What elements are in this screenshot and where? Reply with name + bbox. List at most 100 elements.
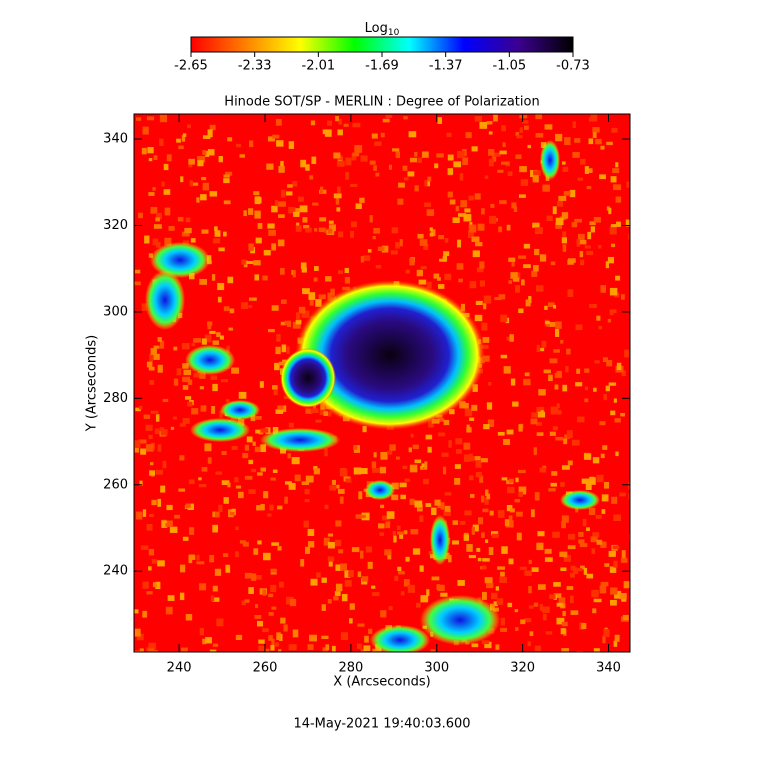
- texture: [278, 649, 282, 652]
- texture: [558, 195, 567, 201]
- texture: [187, 379, 193, 385]
- texture: [252, 441, 256, 446]
- texture: [296, 222, 300, 227]
- texture: [437, 584, 445, 592]
- texture: [188, 479, 195, 485]
- texture: [518, 491, 523, 497]
- texture: [610, 587, 618, 595]
- texture: [397, 198, 404, 205]
- texture: [267, 223, 275, 229]
- texture: [216, 332, 221, 338]
- texture: [421, 151, 429, 158]
- texture: [361, 576, 369, 582]
- texture: [389, 444, 396, 451]
- texture: [524, 372, 530, 377]
- texture: [562, 244, 567, 252]
- texture: [159, 340, 165, 349]
- texture: [231, 367, 240, 374]
- texture: [151, 559, 157, 564]
- texture: [613, 184, 622, 191]
- texture: [260, 444, 267, 453]
- texture: [579, 251, 584, 258]
- texture: [482, 558, 490, 562]
- texture: [471, 236, 480, 243]
- texture: [530, 418, 538, 425]
- texture: [276, 334, 281, 342]
- texture: [337, 270, 344, 274]
- texture: [338, 118, 342, 125]
- texture: [426, 281, 432, 289]
- texture: [307, 528, 315, 536]
- texture: [399, 482, 407, 488]
- texture: [327, 541, 335, 549]
- texture: [493, 601, 498, 607]
- texture: [239, 154, 245, 158]
- texture: [561, 237, 567, 244]
- texture: [311, 156, 317, 165]
- texture: [539, 254, 547, 262]
- texture: [488, 131, 493, 135]
- texture: [560, 603, 566, 609]
- texture: [255, 429, 260, 434]
- texture: [141, 303, 147, 311]
- texture: [516, 532, 522, 541]
- texture: [606, 359, 613, 367]
- texture: [515, 477, 519, 483]
- texture: [146, 591, 153, 595]
- y-tick-label: 240: [103, 564, 128, 579]
- texture: [481, 640, 489, 645]
- texture: [453, 161, 462, 168]
- texture: [271, 205, 278, 213]
- texture: [278, 201, 286, 207]
- texture: [590, 114, 598, 122]
- texture: [412, 444, 419, 450]
- texture: [437, 432, 446, 437]
- texture: [136, 117, 142, 121]
- texture: [524, 570, 532, 576]
- texture: [199, 278, 208, 285]
- texture: [513, 206, 518, 213]
- texture: [299, 205, 308, 213]
- texture: [429, 554, 435, 559]
- texture: [610, 410, 616, 416]
- texture: [180, 647, 188, 652]
- texture: [315, 419, 322, 423]
- texture: [548, 488, 556, 492]
- texture: [273, 389, 278, 396]
- texture: [487, 419, 495, 427]
- texture: [477, 557, 482, 562]
- texture: [562, 161, 566, 165]
- texture: [600, 145, 605, 150]
- texture: [463, 214, 472, 222]
- texture: [262, 628, 269, 633]
- texture: [556, 403, 560, 409]
- texture: [380, 451, 388, 460]
- texture: [588, 138, 594, 145]
- texture: [600, 453, 605, 459]
- texture: [272, 469, 278, 473]
- texture: [499, 577, 507, 583]
- texture: [545, 631, 553, 635]
- colorbar-tick-label: -2.01: [302, 59, 336, 74]
- texture: [362, 425, 367, 433]
- texture: [176, 138, 181, 143]
- texture: [379, 466, 387, 474]
- texture: [211, 274, 216, 281]
- texture: [455, 449, 462, 454]
- texture: [277, 546, 282, 551]
- texture: [503, 366, 511, 374]
- texture: [328, 224, 336, 232]
- texture: [459, 401, 466, 409]
- texture: [238, 391, 247, 399]
- texture: [210, 595, 215, 602]
- texture: [437, 284, 445, 289]
- texture: [483, 295, 492, 304]
- texture: [410, 529, 419, 535]
- texture: [262, 275, 268, 281]
- texture: [218, 504, 223, 513]
- sunspot: [280, 348, 336, 408]
- texture: [573, 567, 579, 574]
- texture: [155, 217, 160, 222]
- texture: [615, 196, 622, 203]
- texture: [212, 643, 219, 647]
